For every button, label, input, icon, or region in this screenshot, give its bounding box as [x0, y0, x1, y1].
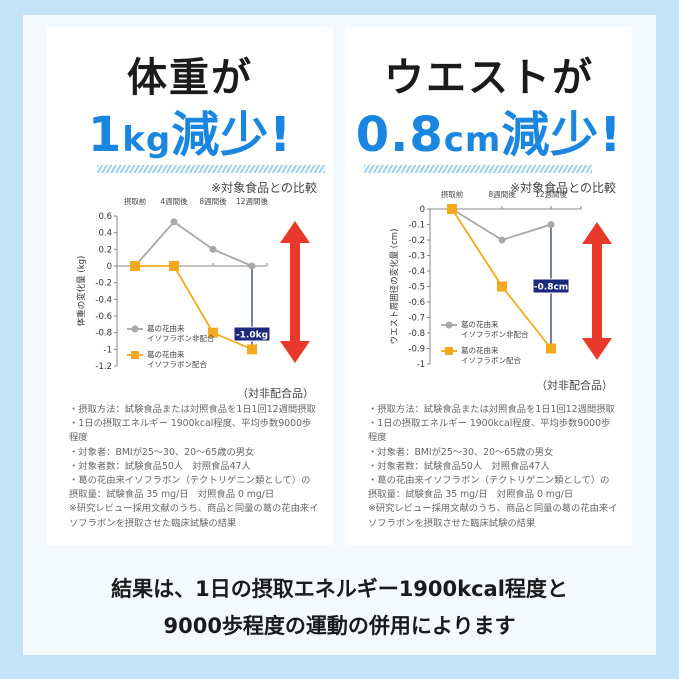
y-tick-label: -0.2 [95, 279, 112, 289]
legend-label: イソフラボン非配合 [147, 333, 215, 343]
waist-title: ウエストが [384, 55, 594, 101]
y-tick-label: 0.6 [98, 212, 112, 222]
y-axis-label: ウエスト周囲径の変化量 (cm) [389, 229, 400, 345]
y-axis-label: 体重の変化量 (kg) [76, 256, 87, 327]
y-tick-label: -0.5 [408, 283, 425, 293]
vs-label: （対非配合品） [536, 379, 613, 392]
x-category-label: 摂取前 [124, 196, 147, 206]
decorative-stripe [97, 165, 325, 173]
y-tick-label: -1 [104, 345, 112, 355]
bottom-note-line1: 結果は、1日の摂取エネルギー1900kcal程度と [111, 577, 568, 601]
y-tick-label: -0.8 [95, 329, 112, 339]
waist-headline-number: 0.8 [355, 107, 444, 163]
legend-label: イソフラボン非配合 [461, 329, 529, 339]
y-tick-label: -0.6 [408, 298, 425, 308]
double-arrow-icon [280, 221, 310, 363]
weight-card: 体重が 1kg減少! ※対象食品との比較 0.6 0.4 0.2 0 -0.2 -0.4 -… [47, 27, 333, 545]
weight-headline-number: 1 [87, 107, 123, 163]
legend-label: 葛の花由来 [147, 349, 185, 359]
difference-label: -1.0kg [236, 331, 268, 341]
vs-label: （対非配合品） [237, 387, 314, 400]
y-tick-label: -0.1 [408, 221, 425, 231]
weight-headline-unit: kg [122, 120, 172, 160]
bottom-note-line2: 9000歩程度の運動の併用によります [163, 614, 516, 638]
y-tick-label: -1.2 [95, 362, 112, 372]
legend-label: 葛の花由来 [147, 323, 185, 333]
x-category-label: 12週間後 [535, 189, 568, 199]
study-description: ・摂取方法：試験食品または対照食品を1日1回12週間摂取 ・1日の摂取エネルギー… [69, 404, 319, 529]
y-tick-label: -1 [417, 360, 425, 370]
x-category-label: 8週間後 [488, 189, 516, 199]
weight-title: 体重が [127, 55, 253, 101]
y-tick-label: -0.7 [408, 314, 425, 324]
comparison-note: ※対象食品との比較 [211, 181, 317, 195]
x-category-label: 8週間後 [199, 196, 227, 206]
y-tick-label: -0.6 [95, 312, 112, 322]
waist-headline-text: 減少! [501, 107, 623, 163]
y-tick-label: -0.4 [95, 295, 112, 305]
decorative-stripe [364, 165, 592, 173]
waist-headline: 0.8cm減少! [346, 95, 632, 165]
difference-label: -0.8cm [534, 283, 568, 293]
y-tick-label: 0 [107, 262, 112, 272]
waist-headline-unit: cm [443, 120, 502, 160]
y-tick-label: -0.3 [408, 252, 425, 262]
weight-headline: 1kg減少! [47, 95, 333, 165]
waist-card: ウエストが 0.8cm減少! ※対象食品との比較 0 -0.1 -0.2 -0.3 -0… [346, 27, 632, 545]
x-category-label: 12週間後 [236, 196, 269, 206]
comparison-note: ※対象食品との比較 [510, 181, 616, 195]
double-arrow-icon [582, 222, 612, 360]
legend-label: イソフラボン配合 [461, 355, 521, 365]
weight-headline-text: 減少! [171, 107, 293, 163]
y-tick-label: 0.4 [98, 229, 112, 239]
y-tick-label: 0 [420, 205, 425, 215]
x-category-label: 摂取前 [441, 189, 464, 199]
legend-label: 葛の花由来 [461, 345, 499, 355]
y-tick-label: -0.2 [408, 236, 425, 246]
y-tick-label: -0.9 [408, 345, 425, 355]
y-tick-label: -0.4 [408, 267, 425, 277]
legend-label: 葛の花由来 [461, 319, 499, 329]
legend-label: イソフラボン配合 [147, 359, 207, 369]
outer-panel: 体重が 1kg減少! ※対象食品との比較 0.6 0.4 0.2 0 -0.2 -0.4-… [23, 15, 656, 655]
weight-chart: 0.6 0.4 0.2 0 -0.2 -0.4 -0.6 -0.8 -1 -1.2 摂取前 4週間後 8… [76, 196, 310, 372]
x-category-label: 4週間後 [160, 196, 188, 206]
waist-chart: 0 -0.1 -0.2 -0.3 -0.4 -0.5 -0.6 -0.7 -0.8 -0.9 -1 摂… [389, 189, 612, 370]
y-tick-label: -0.8 [408, 329, 425, 339]
study-description: ・摂取方法：試験食品または対照食品を1日1回12週間摂取 ・1日の摂取エネルギー… [368, 404, 618, 529]
y-tick-label: 0.2 [98, 245, 112, 255]
